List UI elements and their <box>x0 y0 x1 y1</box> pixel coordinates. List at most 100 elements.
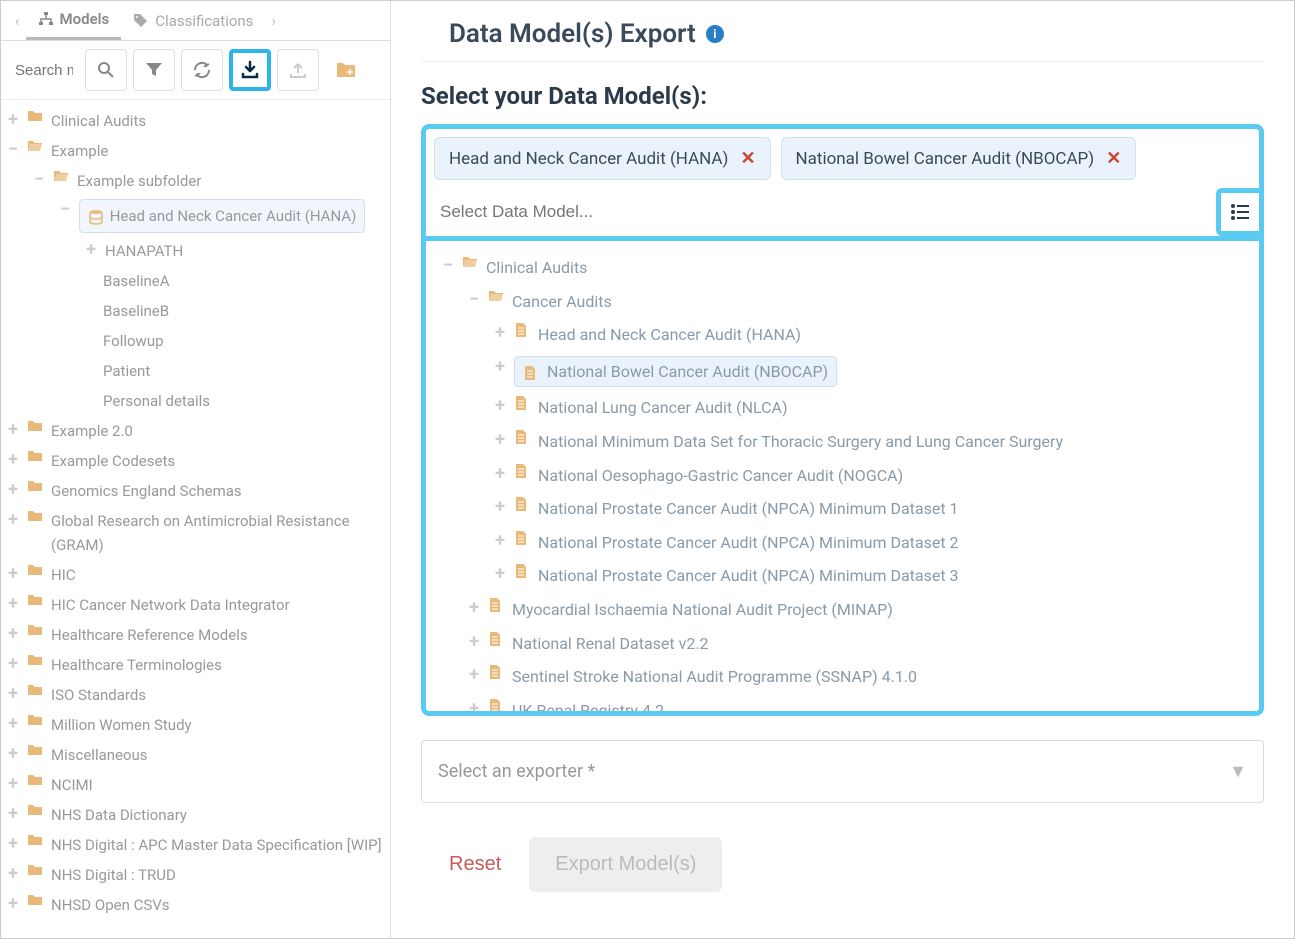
tree-label[interactable]: National Prostate Cancer Audit (NPCA) Mi… <box>538 496 959 522</box>
tree-item[interactable]: + National Prostate Cancer Audit (NPCA) M… <box>492 526 1245 560</box>
tree-item[interactable]: + NHS Digital : TRUD <box>5 860 382 890</box>
tree-label[interactable]: NHS Digital : TRUD <box>51 863 176 887</box>
search-button[interactable] <box>85 49 127 91</box>
expand-icon[interactable]: + <box>5 893 21 913</box>
tree-item[interactable]: +Global Research on Antimicrobial Resist… <box>5 506 382 560</box>
tree-item[interactable]: + Million Women Study <box>5 710 382 740</box>
expand-icon[interactable]: + <box>5 863 21 883</box>
tree-item[interactable]: + National Prostate Cancer Audit (NPCA) M… <box>492 559 1245 593</box>
info-icon[interactable]: i <box>706 25 724 43</box>
tree-item[interactable]: BaselineB <box>83 296 382 326</box>
tree-item[interactable]: + Clinical Audits <box>5 106 382 136</box>
collapse-icon[interactable]: − <box>440 255 456 275</box>
tab-classifications[interactable]: Classifications <box>121 1 265 40</box>
tree-label[interactable]: Followup <box>103 329 164 353</box>
expand-icon[interactable]: + <box>466 698 482 716</box>
search-input[interactable] <box>9 56 79 85</box>
tree-label[interactable]: National Minimum Data Set for Thoracic S… <box>538 429 1063 455</box>
tree-item[interactable]: + Head and Neck Cancer Audit (HANA) <box>492 318 1245 352</box>
tree-item[interactable]: + National Bowel Cancer Audit (NBOCAP) <box>492 352 1245 392</box>
tree-label[interactable]: National Lung Cancer Audit (NLCA) <box>538 395 788 421</box>
tree-label[interactable]: BaselineB <box>103 299 169 323</box>
tree-item[interactable]: − Example subfolder <box>31 166 382 196</box>
expand-icon[interactable]: + <box>492 530 508 550</box>
tree-item[interactable]: +NHS Data Dictionary <box>5 800 382 830</box>
expand-icon[interactable]: + <box>5 713 21 733</box>
expand-icon[interactable]: + <box>492 463 508 483</box>
expand-icon[interactable]: + <box>466 631 482 651</box>
tree-label[interactable]: Healthcare Terminologies <box>51 653 222 677</box>
expand-icon[interactable]: + <box>5 419 21 439</box>
expand-icon[interactable]: + <box>492 322 508 342</box>
expand-icon[interactable]: + <box>492 429 508 449</box>
tree-label[interactable]: Patient <box>103 359 150 383</box>
tree-item[interactable]: +HIC <box>5 560 382 590</box>
tree-label[interactable]: National Oesophago-Gastric Cancer Audit … <box>538 463 903 489</box>
expand-icon[interactable]: + <box>5 109 21 129</box>
tab-next-arrow[interactable]: › <box>265 12 282 30</box>
expand-icon[interactable]: + <box>5 803 21 823</box>
expand-icon[interactable]: + <box>5 683 21 703</box>
tree-label-selected[interactable]: Head and Neck Cancer Audit (HANA) <box>79 199 365 233</box>
add-folder-button[interactable] <box>325 49 367 91</box>
tree-label[interactable]: Cancer Audits <box>512 289 612 315</box>
tree-label[interactable]: National Prostate Cancer Audit (NPCA) Mi… <box>538 563 959 589</box>
tree-item[interactable]: − Head and Neck Cancer Audit (HANA) <box>57 196 382 236</box>
tree-item[interactable]: BaselineA <box>83 266 382 296</box>
export-button[interactable]: Export Model(s) <box>529 837 722 892</box>
tree-item[interactable]: + HANAPATH <box>83 236 382 266</box>
tree-label[interactable]: NCIMI <box>51 773 93 797</box>
tree-item[interactable]: +UK Renal Registry 4.2 <box>466 694 1245 716</box>
tree-label[interactable]: Personal details <box>103 389 210 413</box>
tab-prev-arrow[interactable]: ‹ <box>9 12 26 30</box>
remove-chip-icon[interactable]: ✕ <box>1106 148 1121 169</box>
tree-item[interactable]: + National Minimum Data Set for Thoracic … <box>492 425 1245 459</box>
expand-icon[interactable]: + <box>5 509 21 529</box>
expand-icon[interactable]: + <box>5 653 21 673</box>
tree-label[interactable]: BaselineA <box>103 269 170 293</box>
tree-label[interactable]: National Prostate Cancer Audit (NPCA) Mi… <box>538 530 959 556</box>
tree-item[interactable]: +NHSD Open CSVs <box>5 890 382 920</box>
collapse-icon[interactable]: − <box>5 139 21 159</box>
filter-button[interactable] <box>133 49 175 91</box>
tree-label[interactable]: Clinical Audits <box>51 109 146 133</box>
expand-icon[interactable]: + <box>5 593 21 613</box>
tree-item[interactable]: − Cancer Audits <box>466 285 1245 319</box>
tree-item[interactable]: +Sentinel Stroke National Audit Programm… <box>466 660 1245 694</box>
tree-label[interactable]: Genomics England Schemas <box>51 479 242 503</box>
tree-label[interactable]: Example <box>51 139 108 163</box>
tree-item[interactable]: + ISO Standards <box>5 680 382 710</box>
expand-icon[interactable]: + <box>492 395 508 415</box>
tree-label[interactable]: HIC Cancer Network Data Integrator <box>51 593 290 617</box>
expand-icon[interactable]: + <box>5 773 21 793</box>
tree-item[interactable]: − Example <box>5 136 382 166</box>
tree-label[interactable]: NHS Digital : APC Master Data Specificat… <box>51 833 382 857</box>
collapse-icon[interactable]: − <box>466 289 482 309</box>
refresh-button[interactable] <box>181 49 223 91</box>
expand-icon[interactable]: + <box>466 597 482 617</box>
tree-item[interactable]: − Clinical Audits <box>440 251 1245 285</box>
tree-label[interactable]: Miscellaneous <box>51 743 148 767</box>
tab-models[interactable]: Models <box>26 1 122 40</box>
tree-toggle-button[interactable] <box>1216 188 1264 236</box>
tree-item[interactable]: + National Lung Cancer Audit (NLCA) <box>492 391 1245 425</box>
download-button[interactable] <box>229 49 271 91</box>
tree-label[interactable]: Clinical Audits <box>486 255 587 281</box>
exporter-select[interactable]: Select an exporter * ▼ <box>421 740 1264 803</box>
tree-label[interactable]: ISO Standards <box>51 683 146 707</box>
tree-label[interactable]: HIC <box>51 563 76 587</box>
expand-icon[interactable]: + <box>466 664 482 684</box>
upload-button[interactable] <box>277 49 319 91</box>
reset-button[interactable]: Reset <box>439 839 511 890</box>
expand-icon[interactable]: + <box>492 563 508 583</box>
tree-item[interactable]: + Miscellaneous <box>5 740 382 770</box>
tree-label[interactable]: HANAPATH <box>105 239 183 263</box>
expand-icon[interactable]: + <box>5 833 21 853</box>
tree-label[interactable]: Million Women Study <box>51 713 192 737</box>
tree-label[interactable]: National Renal Dataset v2.2 <box>512 631 709 657</box>
tree-label[interactable]: Head and Neck Cancer Audit (HANA) <box>538 322 801 348</box>
expand-icon[interactable]: + <box>5 743 21 763</box>
model-select-input[interactable] <box>426 188 1210 236</box>
tree-label-selected[interactable]: National Bowel Cancer Audit (NBOCAP) <box>514 356 837 388</box>
expand-icon[interactable]: + <box>492 356 508 376</box>
